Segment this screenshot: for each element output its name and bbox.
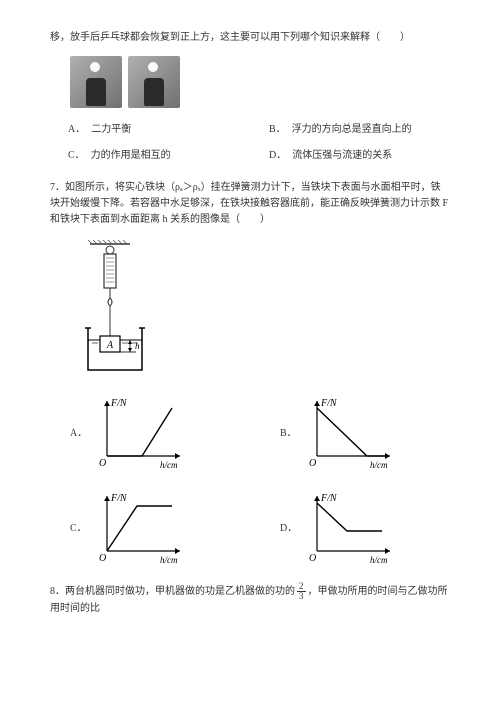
svg-text:h/cm: h/cm	[160, 460, 178, 470]
q6-stem: 移，放手后乒乓球都会恢复到正上方，这主要可以用下列哪个知识来解释（ ）	[50, 30, 450, 46]
q7-graph-b-cell: B． F/N h/cm O	[280, 396, 450, 471]
svg-text:O: O	[309, 458, 316, 469]
option-letter: D．	[269, 148, 286, 164]
svg-text:F/N: F/N	[320, 398, 338, 409]
q6-options: A． 二力平衡 B． 浮力的方向总是竖直向上的 C． 力的作用是相互的 D． 流…	[68, 122, 450, 164]
q8-fraction: 23	[297, 582, 306, 601]
q6-photo-2	[128, 56, 180, 108]
spring-beaker-svg: A h	[80, 240, 160, 380]
graph-d: F/N h/cm O	[305, 491, 395, 566]
graph-letter-d: D．	[280, 521, 297, 537]
graph-b: F/N h/cm O	[305, 396, 395, 471]
svg-text:O: O	[99, 553, 106, 564]
graph-letter-b: B．	[280, 426, 297, 442]
q7-graph-a-cell: A． F/N h/cm O	[70, 396, 240, 471]
graph-letter-c: C．	[70, 521, 87, 537]
svg-text:O: O	[309, 553, 316, 564]
option-text: 流体压强与流速的关系	[292, 148, 392, 164]
option-text: 力的作用是相互的	[91, 148, 171, 164]
q8-stem: 8．两台机器同时做功，甲机器做的功是乙机器做的功的23，甲做功所用的时间与乙做功…	[50, 582, 450, 617]
frac-den: 3	[297, 592, 306, 601]
svg-text:F/N: F/N	[320, 493, 338, 504]
q6-option-b: B． 浮力的方向总是竖直向上的	[269, 122, 450, 138]
option-text: 浮力的方向总是竖直向上的	[292, 122, 412, 138]
q6-option-a: A． 二力平衡	[68, 122, 249, 138]
option-letter: A．	[68, 122, 85, 138]
q7-graphs: A． F/N h/cm O B． F/N h/cm O C．	[70, 396, 450, 566]
q6-images	[70, 56, 450, 108]
svg-text:h/cm: h/cm	[370, 460, 388, 470]
q7-diagram: A h	[80, 240, 450, 380]
graph-c: F/N h/cm O	[95, 491, 185, 566]
q7-graph-d-cell: D． F/N h/cm O	[280, 491, 450, 566]
q8-prefix: 8．两台机器同时做功，甲机器做的功是乙机器做的功的	[50, 586, 295, 597]
svg-text:h/cm: h/cm	[160, 555, 178, 565]
q6-option-c: C． 力的作用是相互的	[68, 148, 249, 164]
q7-graph-c-cell: C． F/N h/cm O	[70, 491, 240, 566]
svg-text:h: h	[135, 341, 140, 351]
q7-stem: 7．如图所示，将实心铁块（ρₐ＞ρₓ）挂在弹簧测力计下，当铁块下表面与水面相平时…	[50, 180, 450, 228]
option-text: 二力平衡	[91, 122, 131, 138]
option-letter: C．	[68, 148, 85, 164]
svg-text:A: A	[106, 340, 114, 351]
graph-a: F/N h/cm O	[95, 396, 185, 471]
q6-option-d: D． 流体压强与流速的关系	[269, 148, 450, 164]
option-letter: B．	[269, 122, 286, 138]
svg-text:O: O	[99, 458, 106, 469]
svg-text:h/cm: h/cm	[370, 555, 388, 565]
svg-text:F/N: F/N	[110, 493, 128, 504]
graph-letter-a: A．	[70, 426, 87, 442]
svg-text:F/N: F/N	[110, 398, 128, 409]
q6-photo-1	[70, 56, 122, 108]
